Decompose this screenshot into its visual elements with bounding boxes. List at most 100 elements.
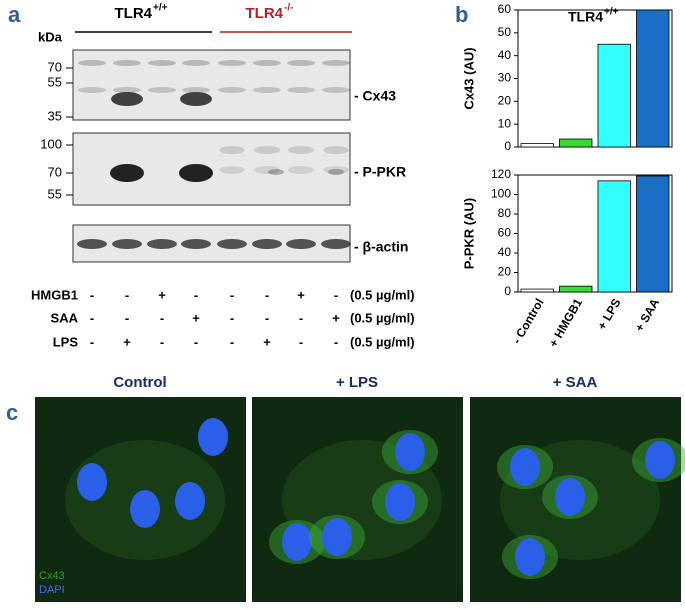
kda-title: kDa <box>38 29 63 44</box>
band <box>219 146 245 154</box>
band <box>218 60 246 66</box>
band <box>180 92 212 106</box>
treatment-sign: - <box>194 334 198 349</box>
target-label: - P-PKR <box>354 164 406 180</box>
kda-label: 35 <box>48 108 62 123</box>
bar <box>520 143 554 148</box>
kda-label: 70 <box>48 59 62 74</box>
nucleus <box>645 441 675 479</box>
chart-title: TLR4 <box>568 9 603 25</box>
treatment-sign: - <box>125 287 129 302</box>
band <box>254 166 280 174</box>
stain-label: Cx43 <box>39 570 65 582</box>
treatment-sign: - <box>230 310 234 325</box>
chart-title-sup: +/+ <box>604 7 619 18</box>
treatment-sign: + <box>332 310 340 325</box>
treatment-sign: - <box>334 334 338 349</box>
treatment-sign: - <box>160 334 164 349</box>
treatment-sign: - <box>265 310 269 325</box>
nucleus <box>515 538 545 576</box>
band <box>113 87 141 93</box>
y-tick-label: 10 <box>498 116 512 130</box>
y-axis-label: P-PKR (AU) <box>461 198 476 270</box>
micrograph-title: Control <box>113 374 166 391</box>
band <box>288 166 314 174</box>
blot-panel <box>72 49 351 121</box>
band <box>218 87 246 93</box>
band <box>182 60 210 66</box>
y-tick-label: 120 <box>491 167 511 181</box>
y-axis-label: Cx43 (AU) <box>461 47 476 109</box>
kda-label: 70 <box>48 164 62 179</box>
dose-label: (0.5 µg/ml) <box>350 334 415 349</box>
nucleus <box>385 483 415 521</box>
nucleus <box>175 482 205 520</box>
band <box>268 169 284 175</box>
nucleus <box>510 448 540 486</box>
band <box>147 239 177 249</box>
treatment-sign: - <box>230 334 234 349</box>
band <box>253 60 281 66</box>
x-tick-label: + SAA <box>632 296 662 334</box>
y-tick-label: 0 <box>504 139 511 153</box>
y-tick-label: 60 <box>498 226 512 240</box>
micrograph-title: + SAA <box>553 374 598 391</box>
band <box>148 87 176 93</box>
band <box>287 60 315 66</box>
target-label: - β-actin <box>354 239 408 255</box>
micrograph-title: + LPS <box>336 374 378 391</box>
x-tick-label: + LPS <box>595 296 624 332</box>
dose-label: (0.5 µg/ml) <box>350 287 415 302</box>
band <box>252 239 282 249</box>
y-tick-label: 30 <box>498 71 512 85</box>
treatment-sign: - <box>90 334 94 349</box>
band <box>323 166 349 174</box>
band <box>322 87 350 93</box>
panel-label: c <box>6 400 18 425</box>
nucleus <box>198 418 228 456</box>
band <box>219 166 245 174</box>
treatment-sign: - <box>125 310 129 325</box>
band <box>148 60 176 66</box>
band <box>78 87 106 93</box>
bar <box>559 138 593 148</box>
treatment-sign: - <box>299 334 303 349</box>
treatment-sign: + <box>158 287 166 302</box>
y-tick-label: 80 <box>498 206 512 220</box>
treatment-sign: - <box>265 287 269 302</box>
treatment-sign: - <box>160 310 164 325</box>
treatment-sign: - <box>90 310 94 325</box>
treatment-sign: + <box>297 287 305 302</box>
band <box>112 239 142 249</box>
bar <box>636 175 670 293</box>
y-tick-label: 0 <box>504 284 511 298</box>
nucleus <box>395 433 425 471</box>
nucleus <box>130 490 160 528</box>
bar <box>559 285 593 293</box>
x-tick-label: + HMGB1 <box>546 296 585 350</box>
y-tick-label: 40 <box>498 245 512 259</box>
bar <box>520 288 554 293</box>
y-tick-label: 40 <box>498 48 512 62</box>
nucleus <box>77 463 107 501</box>
panel-label: a <box>8 2 21 27</box>
band <box>288 146 314 154</box>
treatment-sign: + <box>192 310 200 325</box>
y-tick-label: 20 <box>498 265 512 279</box>
bar <box>597 180 631 293</box>
treatment-label: HMGB1 <box>31 287 78 302</box>
band <box>78 60 106 66</box>
nucleus <box>555 478 585 516</box>
bar <box>597 43 631 148</box>
group-label: TLR4 <box>246 5 284 22</box>
band <box>217 239 247 249</box>
treatment-sign: - <box>194 287 198 302</box>
band <box>111 92 143 106</box>
band <box>322 60 350 66</box>
group-sup: -/- <box>284 3 293 14</box>
band <box>179 164 213 182</box>
band <box>328 169 344 175</box>
treatment-sign: + <box>123 334 131 349</box>
bar <box>636 9 670 148</box>
y-tick-label: 50 <box>498 25 512 39</box>
